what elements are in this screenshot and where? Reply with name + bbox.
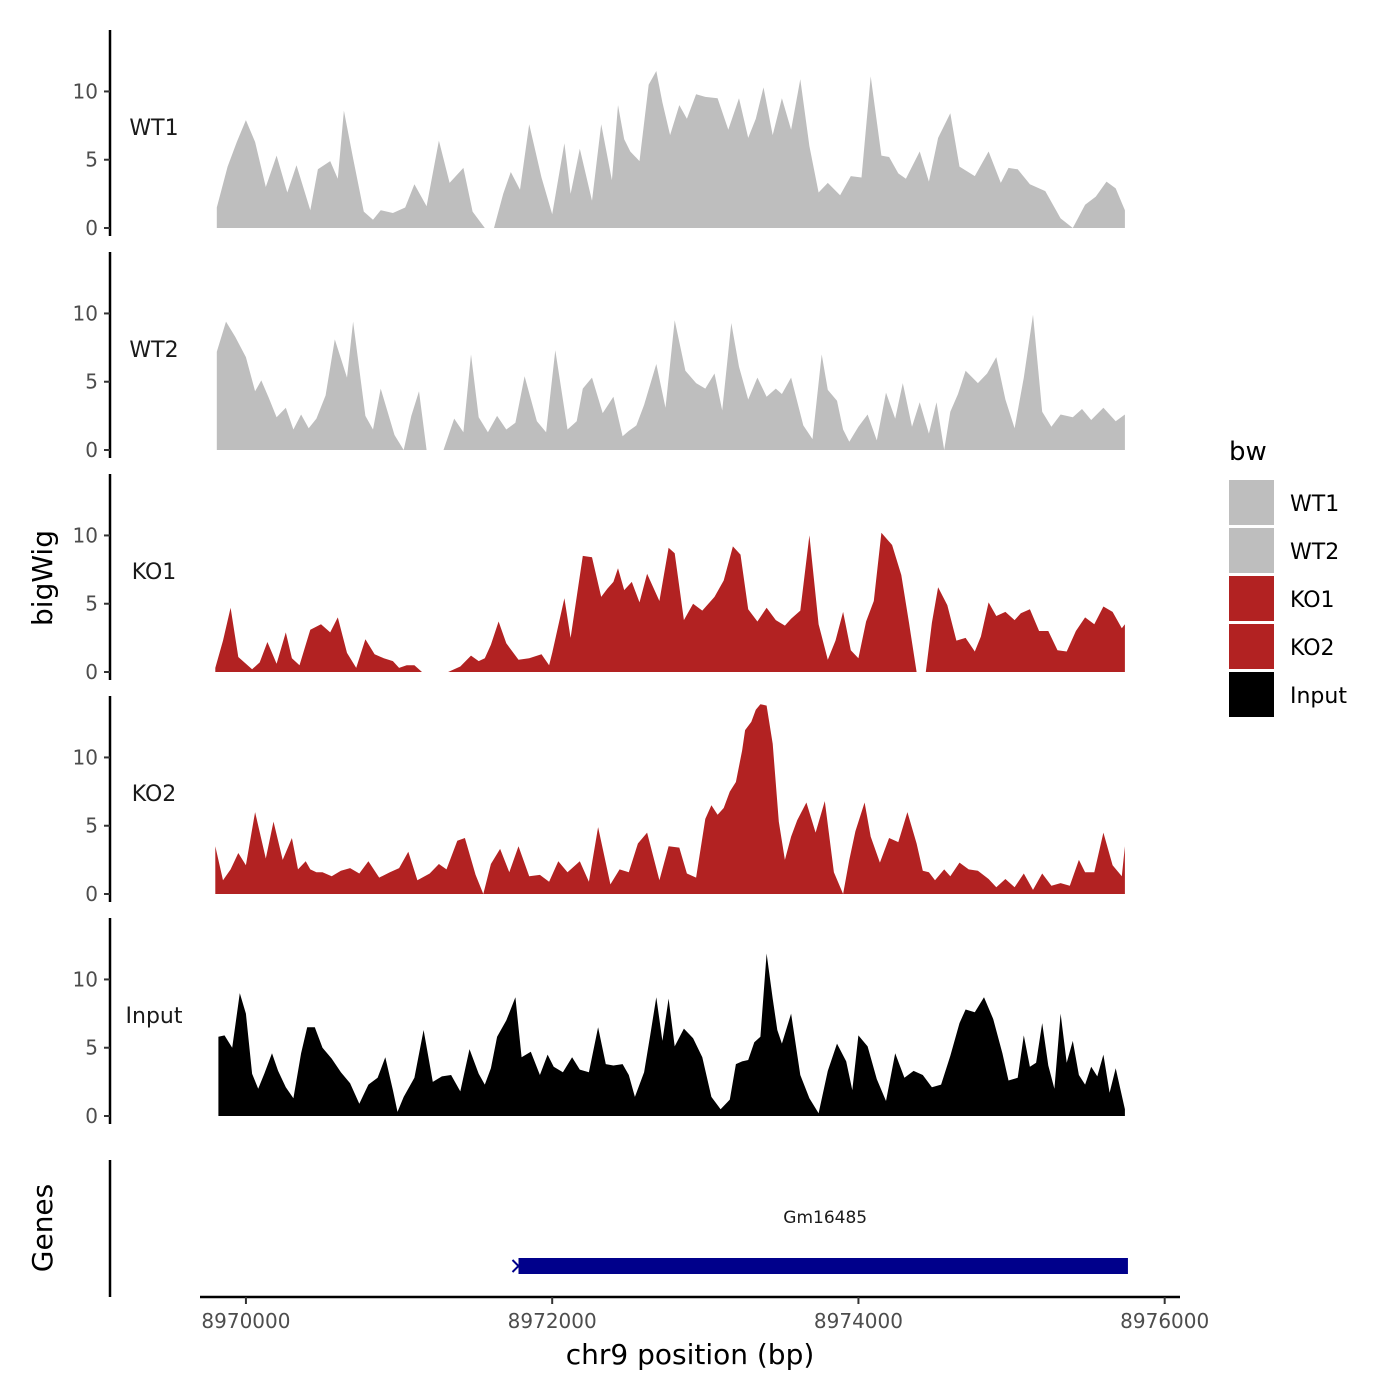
y-tick-label: 0 [85,882,98,906]
genes-panel: Gm16485 [108,1160,1128,1297]
area-ko1 [215,532,1125,672]
x-tick-label: 8970000 [201,1309,290,1333]
track-label-wt1: WT1 [129,116,178,141]
gene-strand-marker [511,1259,520,1273]
y-tick-label: 10 [73,745,98,769]
y-axis-title: bigWig [26,530,59,626]
y-tick-label: 5 [85,1036,98,1060]
y-tick-label: 0 [85,438,98,462]
y-tick-label: 5 [85,814,98,838]
area-ko2 [215,704,1125,894]
y-tick-label: 10 [73,79,98,103]
gene-gm16485: Gm16485 [511,1208,1128,1274]
gene-label: Gm16485 [783,1208,867,1228]
track-label-wt2: WT2 [129,338,178,363]
gene-body [518,1258,1128,1274]
y-tick-label: 0 [85,660,98,684]
legend-swatch-ko2 [1229,624,1274,669]
y-tick-label: 0 [85,216,98,240]
legend-label-ko2: KO2 [1290,636,1335,661]
track-label-input: Input [126,1004,183,1029]
track-ko2: 0 5 10 KO2 [73,696,1125,906]
area-wt1 [216,71,1125,228]
legend-label-ko1: KO1 [1290,588,1335,613]
x-tick-label: 8972000 [508,1309,597,1333]
y-tick-label: 5 [85,370,98,394]
legend-swatch-wt2 [1229,528,1274,573]
y-tick-label: 5 [85,592,98,616]
legend-swatch-ko1 [1229,576,1274,621]
y-tick-label: 10 [73,301,98,325]
area-input [218,953,1125,1116]
legend-swatch-input [1229,672,1274,717]
y-tick-label: 10 [73,523,98,547]
legend-label-wt1: WT1 [1290,492,1339,517]
signal-tracks: 0 5 10 WT1 0 5 10 WT2 0 5 10 KO1 0 5 10 KO2 0 5 10 Input [73,30,1125,1128]
x-tick-label: 8974000 [814,1309,903,1333]
x-tick-label: 8976000 [1120,1309,1209,1333]
legend: bw WT1 WT2 KO1 KO2 Input [1229,437,1347,717]
area-wt2 [216,314,1125,450]
legend-swatch-wt1 [1229,480,1274,525]
track-wt1: 0 5 10 WT1 [73,30,1125,240]
track-input: 0 5 10 Input [73,918,1125,1128]
y-tick-label: 0 [85,1104,98,1128]
track-ko1: 0 5 10 KO1 [73,474,1125,684]
track-wt2: 0 5 10 WT2 [73,252,1125,462]
x-axis: 8970000 8972000 8974000 8976000 [200,1295,1209,1333]
track-label-ko1: KO1 [132,560,177,585]
y-tick-label: 5 [85,148,98,172]
legend-title: bw [1229,437,1267,467]
legend-label-input: Input [1290,684,1347,709]
genes-axis-title: Genes [26,1184,59,1272]
y-tick-label: 10 [73,967,98,991]
track-label-ko2: KO2 [132,782,177,807]
x-axis-title: chr9 position (bp) [566,1338,815,1371]
legend-label-wt2: WT2 [1290,540,1339,565]
